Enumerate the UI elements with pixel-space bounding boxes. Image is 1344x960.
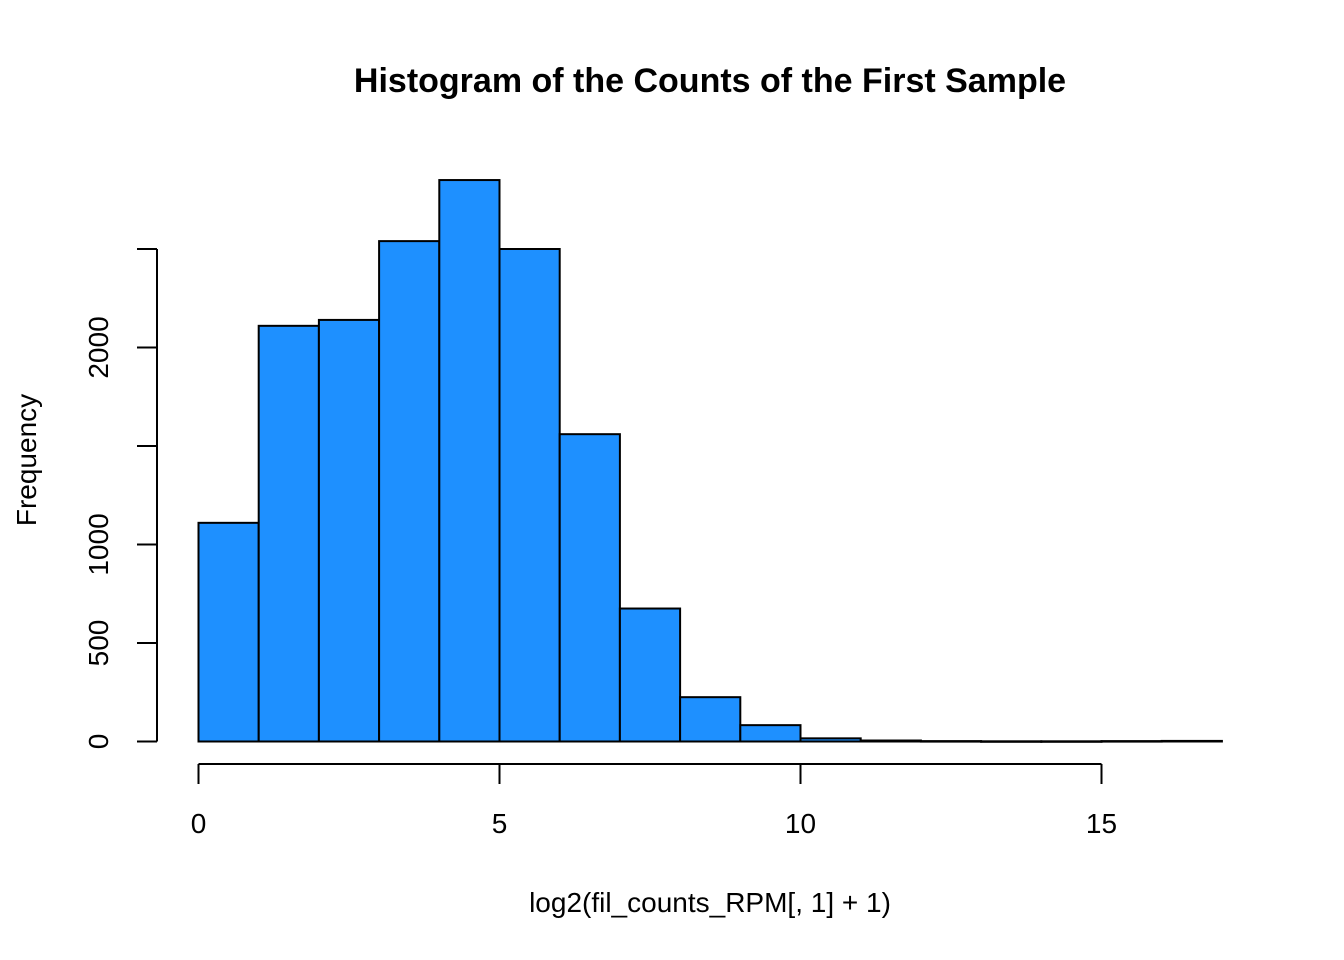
histogram-bar (799, 737, 862, 743)
x-tick-label: 5 (492, 808, 508, 839)
histogram-bar (1040, 740, 1103, 743)
histogram-bar (1160, 739, 1223, 743)
chart-title: Histogram of the Counts of the First Sam… (354, 62, 1066, 100)
x-tick-label: 15 (1086, 808, 1117, 839)
x-axis-label: log2(fil_counts_RPM[, 1] + 1) (529, 887, 891, 918)
histogram-bar (859, 739, 922, 743)
y-tick-label: 0 (83, 734, 114, 750)
y-axis-label: Frequency (11, 394, 42, 526)
histogram-bar (739, 724, 802, 743)
y-tick-label: 2000 (83, 316, 114, 378)
histogram-bar (558, 433, 621, 743)
histogram-bar (317, 318, 381, 743)
histogram-bar (378, 240, 441, 743)
y-tick-label: 500 (83, 620, 114, 667)
histogram-bar (438, 179, 501, 743)
histogram-bar (257, 324, 320, 743)
y-axis: 0 500 1000 2000 (83, 248, 158, 750)
x-axis: 0 5 10 15 (191, 763, 1117, 839)
histogram-bar (498, 248, 561, 743)
bars-group (197, 179, 1223, 743)
histogram-bar (197, 521, 260, 743)
histogram-bar (618, 607, 682, 743)
histogram-bar (980, 740, 1043, 743)
histogram-bar (919, 740, 983, 743)
histogram-bar (1100, 740, 1163, 743)
x-tick-label: 0 (191, 808, 207, 839)
y-tick-label: 1000 (83, 513, 114, 575)
histogram-bar (679, 696, 742, 743)
x-tick-label: 10 (785, 808, 816, 839)
